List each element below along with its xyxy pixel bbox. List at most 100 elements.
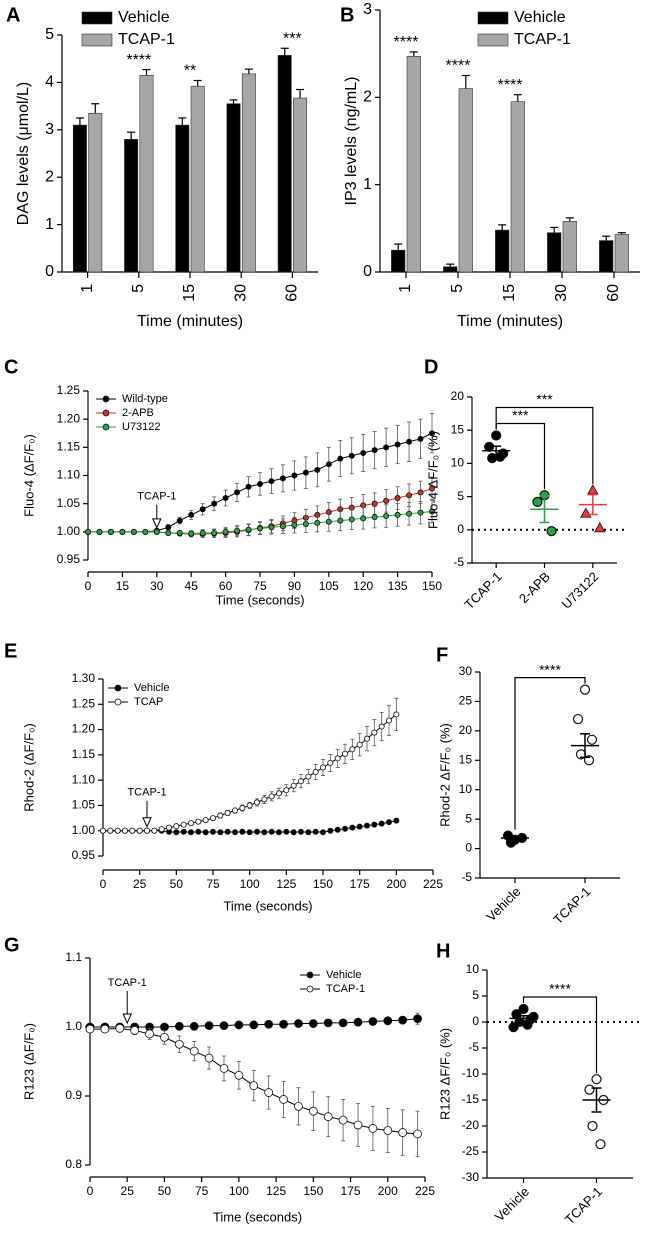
data-point <box>383 497 390 504</box>
y-tick-label: 5 <box>45 26 54 43</box>
data-point <box>173 823 180 830</box>
y-tick-label: 1.25 <box>72 696 96 710</box>
x-tick-label: 150 <box>313 877 333 891</box>
data-point <box>383 513 390 520</box>
y-axis-label: R123 ΔF/F₀ (%) <box>437 1028 452 1120</box>
legend-swatch <box>81 33 113 47</box>
data-point <box>371 821 378 828</box>
data-point <box>279 523 286 530</box>
panel-label: F <box>436 644 448 666</box>
x-tick-label: 0 <box>85 579 92 593</box>
significance: **** <box>498 77 523 94</box>
data-point <box>398 1128 408 1137</box>
x-tick-label: 120 <box>353 579 373 593</box>
data-point <box>160 1022 169 1032</box>
bar <box>391 249 406 273</box>
x-tick-label: Vehicle <box>483 884 523 924</box>
data-point <box>275 790 282 797</box>
x-tick-label: 175 <box>350 877 370 891</box>
y-axis-label: IP3 levels (ng/mL) <box>343 77 360 206</box>
bar <box>458 88 473 273</box>
data-point <box>234 489 241 496</box>
x-tick-label: 30 <box>232 284 249 302</box>
legend-label: TCAP <box>134 696 163 708</box>
data-point <box>383 1016 393 1026</box>
x-tick-label: 15 <box>181 284 198 302</box>
bar <box>495 229 510 273</box>
data-point <box>253 799 260 806</box>
x-tick-label: 30 <box>150 579 164 593</box>
x-tick-label: TCAP-1 <box>550 884 593 927</box>
data-point <box>587 1120 598 1132</box>
x-tick-label: 60 <box>284 284 301 302</box>
data-point <box>368 1017 378 1026</box>
y-tick-label: -5 <box>461 870 472 884</box>
data-point <box>312 769 319 776</box>
data-point <box>337 455 344 462</box>
legend-marker <box>306 985 314 993</box>
data-point <box>188 530 195 537</box>
data-point <box>231 829 238 836</box>
x-tick-label: 50 <box>170 877 184 891</box>
bar <box>599 240 614 273</box>
data-point <box>325 461 332 468</box>
y-tick-label: -20 <box>462 1118 480 1132</box>
panel-label: E <box>4 640 17 662</box>
data-point <box>107 827 114 834</box>
data-point <box>211 529 218 536</box>
annotation-arrowhead <box>152 518 162 530</box>
significance: *** <box>512 407 529 423</box>
data-point <box>302 520 309 527</box>
data-point <box>253 828 260 835</box>
x-tick-label: 150 <box>303 1184 323 1198</box>
data-point <box>341 750 348 757</box>
data-point <box>291 522 298 529</box>
x-tick-label: 225 <box>423 877 443 891</box>
data-point <box>587 484 599 495</box>
y-tick-label: 0 <box>363 263 372 280</box>
data-point <box>256 480 263 487</box>
data-point <box>245 483 252 490</box>
data-point <box>264 1019 274 1029</box>
legend-label: TCAP-1 <box>514 31 571 48</box>
legend-swatch <box>81 11 113 25</box>
x-tick-label: 0 <box>87 1184 94 1198</box>
data-point <box>195 828 202 835</box>
y-axis-label: Rhod-2 ΔF/F₀ (%) <box>437 723 452 827</box>
x-tick-label: 175 <box>341 1184 361 1198</box>
data-point <box>160 1032 169 1042</box>
data-point <box>231 807 238 814</box>
data-point <box>283 787 290 794</box>
data-point <box>319 764 326 771</box>
data-point <box>325 518 332 525</box>
x-tick-label: 45 <box>185 579 199 593</box>
x-tick-label: Vehicle <box>492 1184 532 1224</box>
y-axis-label: Fluo-4 (ΔF/F₀) <box>21 434 36 517</box>
data-point <box>199 529 206 536</box>
significance: **** <box>394 34 419 51</box>
y-tick-label: 5 <box>465 811 472 825</box>
data-point <box>268 828 275 835</box>
data-point <box>305 773 312 780</box>
x-tick-label: 105 <box>319 579 339 593</box>
y-tick-label: 3 <box>45 121 54 138</box>
legend-label: Vehicle <box>134 682 169 694</box>
x-tick-label: TCAP-1 <box>461 569 504 612</box>
y-tick-label: 15 <box>451 422 465 436</box>
data-point <box>368 1124 378 1133</box>
data-point <box>356 823 363 830</box>
data-point <box>256 525 263 532</box>
data-point <box>360 515 367 522</box>
y-tick-label: 1.15 <box>57 440 81 454</box>
data-point <box>100 827 107 834</box>
y-tick-label: -30 <box>462 1170 480 1184</box>
y-tick-label: 1.0 <box>65 1019 82 1033</box>
data-point <box>219 1064 229 1073</box>
data-point <box>115 1023 125 1033</box>
y-tick-label: 3 <box>363 1 372 18</box>
data-point <box>314 519 321 526</box>
data-point <box>495 451 506 462</box>
data-point <box>261 796 268 803</box>
data-point <box>96 528 103 535</box>
significance: **** <box>549 981 571 997</box>
